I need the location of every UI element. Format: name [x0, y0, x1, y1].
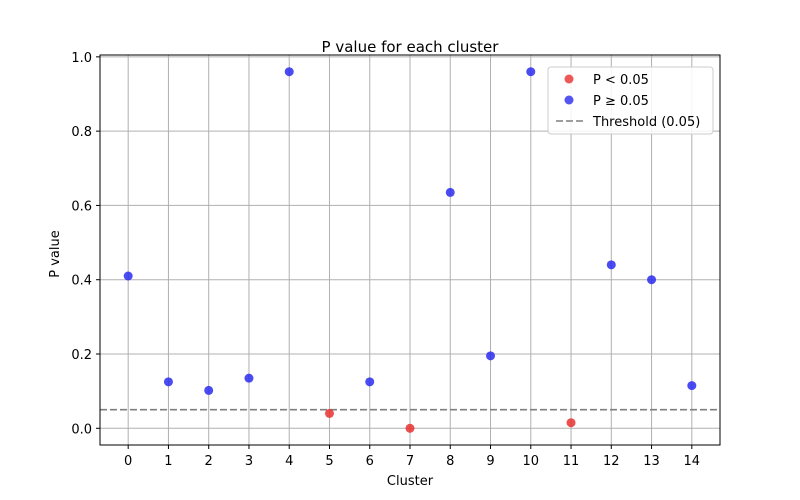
x-tick-label: 5 — [325, 454, 333, 469]
x-tick-label: 7 — [406, 454, 414, 469]
y-tick-label: 0.2 — [71, 348, 92, 363]
legend-box — [547, 66, 714, 135]
x-tick-label: 10 — [523, 454, 540, 469]
x-tick-label: 11 — [563, 454, 580, 469]
legend-marker-not-significant — [564, 95, 574, 105]
data-point-not-significant — [647, 275, 657, 285]
x-tick-label: 13 — [643, 454, 660, 469]
x-tick-label: 9 — [486, 454, 494, 469]
legend: P < 0.05 P ≥ 0.05 Threshold (0.05) — [547, 66, 714, 135]
y-tick-label: 0.8 — [71, 125, 92, 140]
y-axis-label: P value — [48, 230, 63, 277]
data-point-not-significant — [365, 377, 375, 387]
y-tick-label: 0.6 — [71, 199, 92, 214]
x-tick-label: 8 — [446, 454, 454, 469]
y-tick-label: 1.0 — [71, 51, 92, 66]
data-points — [123, 67, 697, 433]
data-point-significant — [405, 423, 415, 433]
data-point-not-significant — [244, 373, 254, 383]
x-tick-label: 2 — [205, 454, 213, 469]
data-point-not-significant — [687, 381, 697, 391]
x-axis-label: Cluster — [387, 474, 434, 489]
legend-label-not-significant: P ≥ 0.05 — [593, 94, 649, 109]
y-tick-label: 0.4 — [71, 274, 92, 289]
x-tick-label: 3 — [245, 454, 253, 469]
legend-label-threshold: Threshold (0.05) — [592, 115, 700, 130]
y-tick-label: 0.0 — [71, 422, 92, 437]
data-point-significant — [324, 408, 334, 418]
data-point-not-significant — [123, 271, 133, 281]
y-axis-ticks: 0.0 0.2 0.4 0.6 0.8 1.0 — [71, 51, 100, 437]
data-point-not-significant — [526, 67, 536, 77]
legend-label-significant: P < 0.05 — [593, 73, 649, 88]
data-point-not-significant — [445, 187, 455, 197]
legend-marker-significant — [564, 74, 574, 84]
data-point-not-significant — [163, 377, 173, 387]
chart-title: P value for each cluster — [322, 38, 500, 56]
x-tick-label: 12 — [603, 454, 620, 469]
x-tick-label: 4 — [285, 454, 293, 469]
x-axis-ticks: 0 1 2 3 4 5 6 7 8 9 10 11 12 13 14 — [124, 445, 700, 469]
x-tick-label: 6 — [366, 454, 374, 469]
x-tick-label: 0 — [124, 454, 132, 469]
data-point-not-significant — [284, 67, 294, 77]
x-tick-label: 1 — [164, 454, 172, 469]
data-point-not-significant — [204, 385, 214, 395]
data-point-significant — [566, 418, 576, 428]
data-point-not-significant — [486, 351, 496, 361]
x-tick-label: 14 — [684, 454, 701, 469]
data-point-not-significant — [606, 260, 616, 270]
